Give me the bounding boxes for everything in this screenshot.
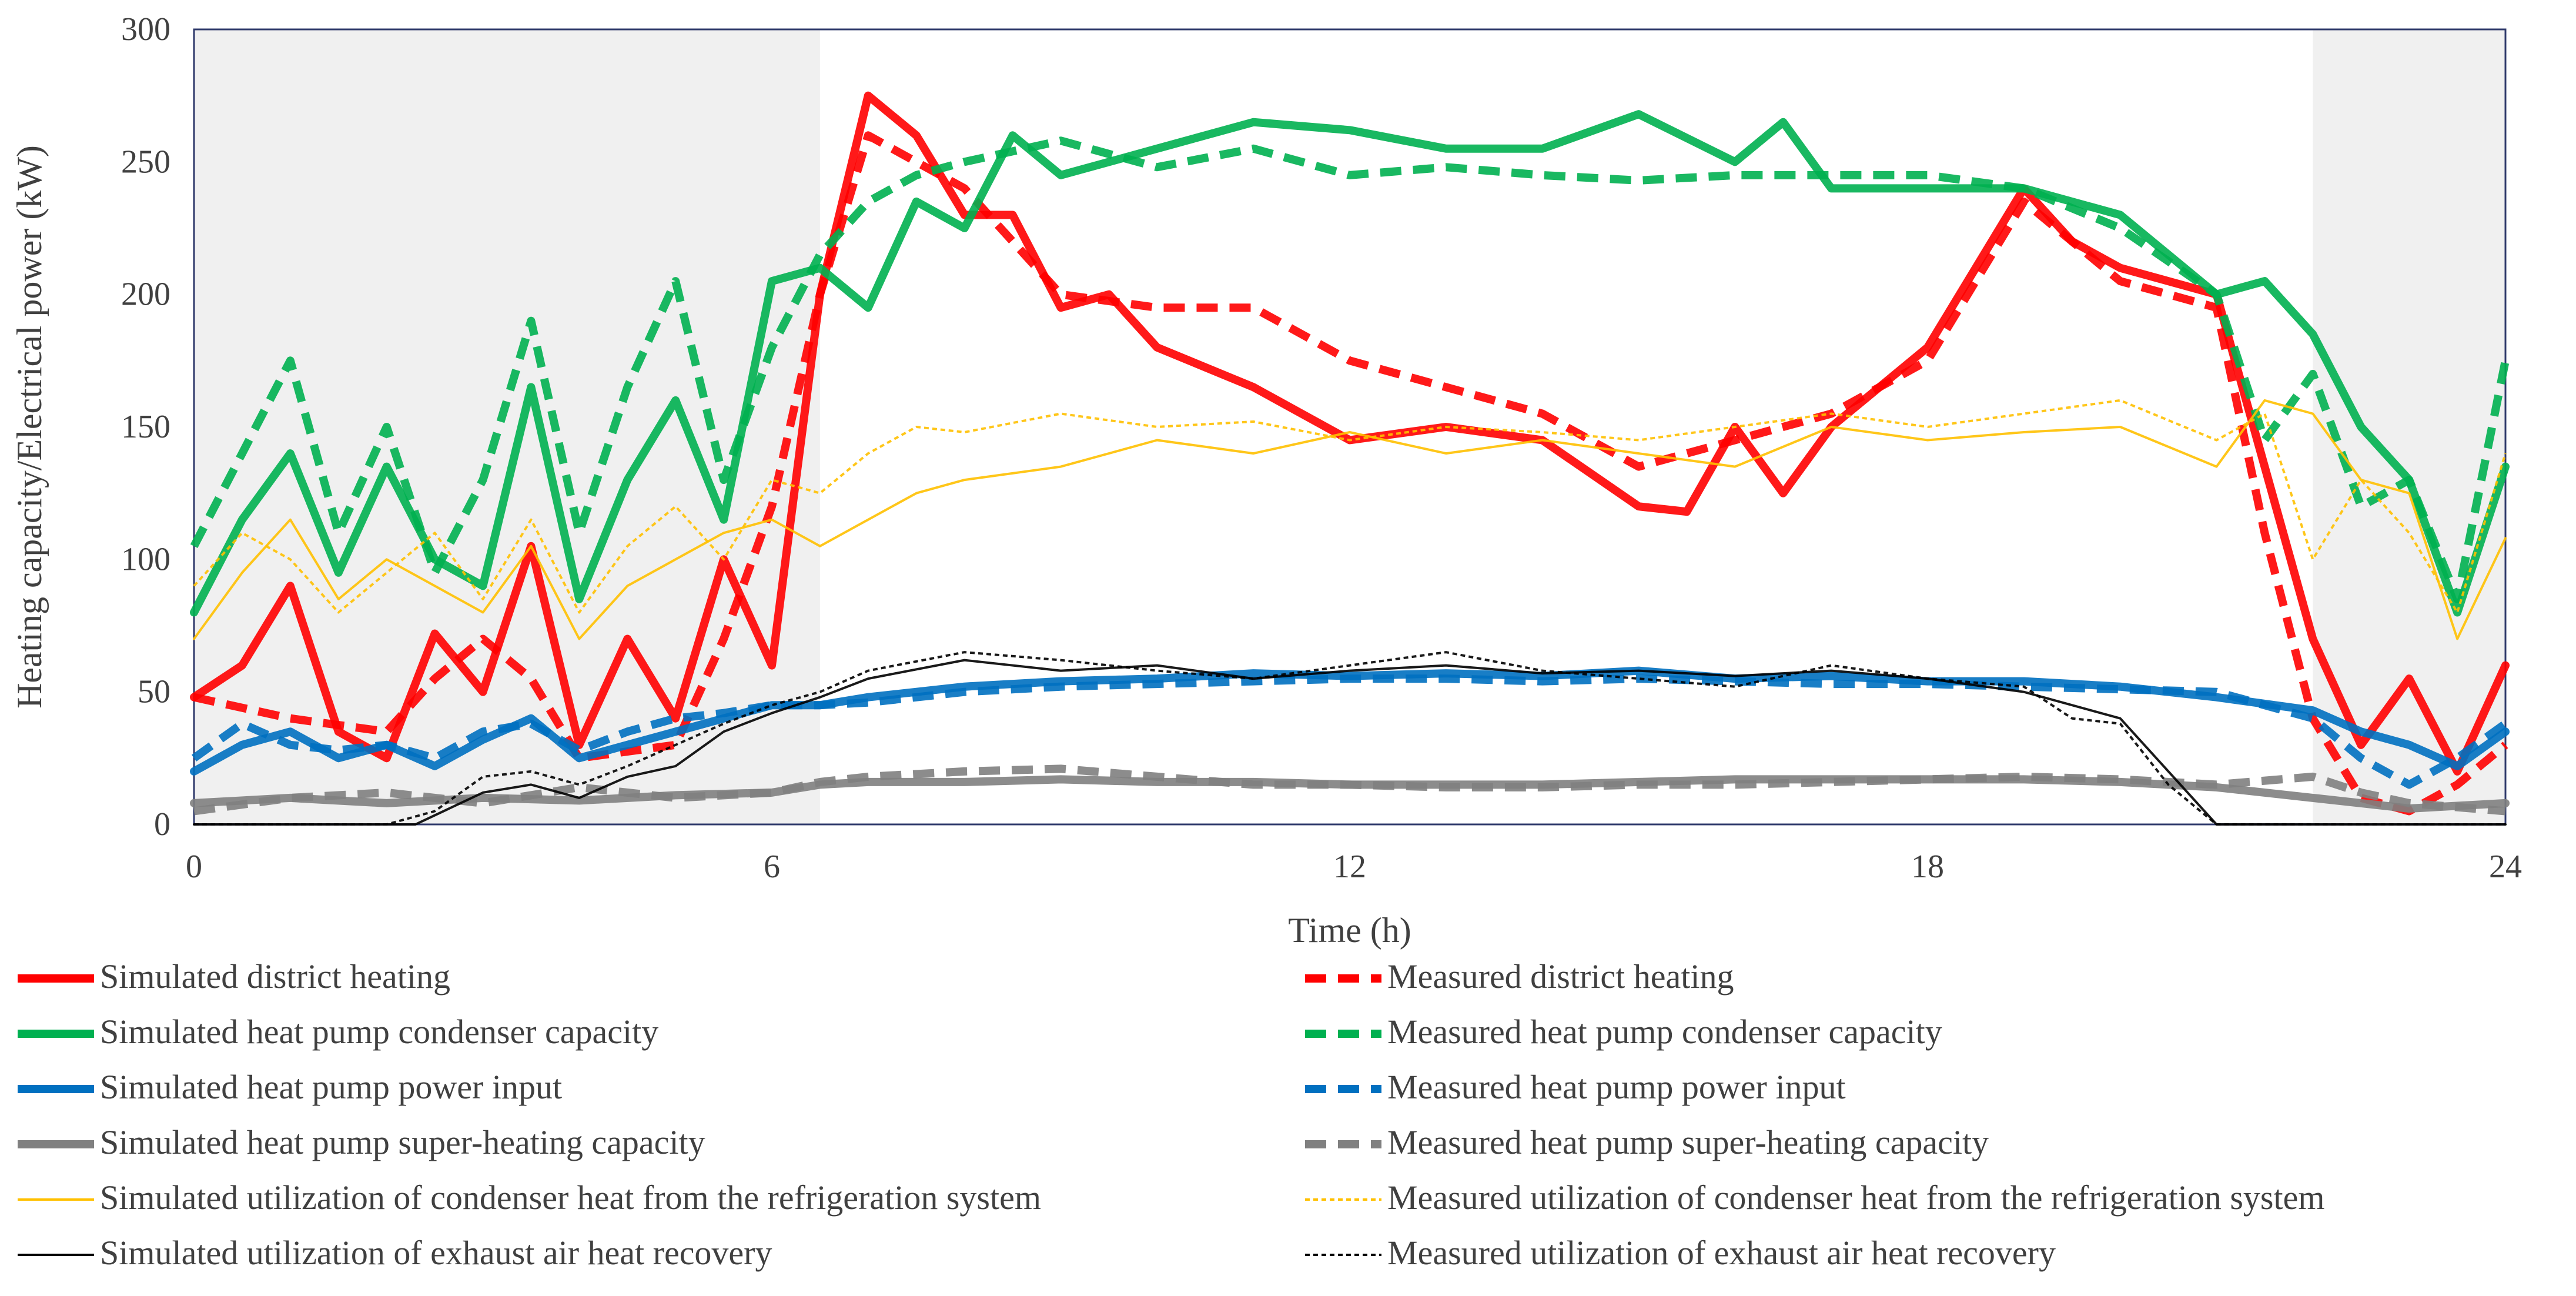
series-line-8 xyxy=(193,399,2507,640)
x-axis-title: Time (h) xyxy=(1288,911,1411,950)
y-tick-label: 0 xyxy=(154,806,170,843)
shaded-period-1 xyxy=(2313,29,2505,824)
shaded-periods xyxy=(194,29,2505,824)
y-tick-label: 300 xyxy=(121,11,170,48)
y-tick-label: 150 xyxy=(121,409,170,445)
x-tick-label: 0 xyxy=(186,849,202,885)
y-axis-title: Heating capacity/Electrical power (kW) xyxy=(10,145,49,709)
legend-label-1: Measured district heating xyxy=(1387,957,1734,996)
series-line-11 xyxy=(194,651,2505,826)
series-line-5 xyxy=(191,674,2508,789)
series-line-7 xyxy=(193,764,2506,816)
x-tick-label: 18 xyxy=(1911,849,1944,885)
legend-label-4: Simulated heat pump power input xyxy=(100,1068,562,1106)
legend-label-6: Simulated heat pump super-heating capaci… xyxy=(100,1123,705,1161)
series-line-1 xyxy=(193,131,2508,816)
axes: Heating capacity/Electrical power (kW) T… xyxy=(10,11,2522,950)
series-line-9 xyxy=(193,399,2507,614)
x-tick-label: 12 xyxy=(1333,849,1366,885)
series-line-10 xyxy=(193,659,2507,826)
legend-label-3: Measured heat pump condenser capacity xyxy=(1387,1013,1942,1051)
y-tick-label: 100 xyxy=(121,541,170,577)
y-tick-label: 250 xyxy=(121,143,170,180)
x-tick-label: 24 xyxy=(2489,849,2522,885)
y-tick-label: 200 xyxy=(121,276,170,313)
legend-label-10: Simulated utilization of exhaust air hea… xyxy=(100,1234,772,1272)
shaded-period-0 xyxy=(194,29,820,824)
legend-label-8: Simulated utilization of condenser heat … xyxy=(100,1178,1041,1217)
legend-label-11: Measured utilization of exhaust air heat… xyxy=(1387,1234,2056,1272)
legend-label-9: Measured utilization of condenser heat f… xyxy=(1387,1178,2324,1217)
x-tick-label: 6 xyxy=(764,849,780,885)
legend-label-0: Simulated district heating xyxy=(100,957,450,996)
plot-area-frame xyxy=(193,28,2507,826)
legend-label-2: Simulated heat pump condenser capacity xyxy=(100,1013,658,1051)
legend-label-7: Measured heat pump super-heating capacit… xyxy=(1387,1123,1989,1161)
series-line-3 xyxy=(190,136,2510,603)
legend-label-5: Measured heat pump power input xyxy=(1387,1068,1846,1106)
legend: Simulated district heating Measured distr… xyxy=(18,957,2324,1272)
y-tick-label: 50 xyxy=(138,674,170,710)
series-lines xyxy=(190,91,2510,826)
series-line-2 xyxy=(190,110,2510,617)
series-line-0 xyxy=(190,91,2510,776)
